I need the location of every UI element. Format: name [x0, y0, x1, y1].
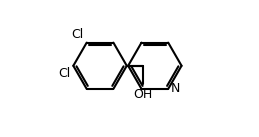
- Text: N: N: [171, 82, 180, 95]
- Text: Cl: Cl: [72, 28, 84, 41]
- Text: OH: OH: [133, 88, 152, 101]
- Text: Cl: Cl: [58, 67, 71, 80]
